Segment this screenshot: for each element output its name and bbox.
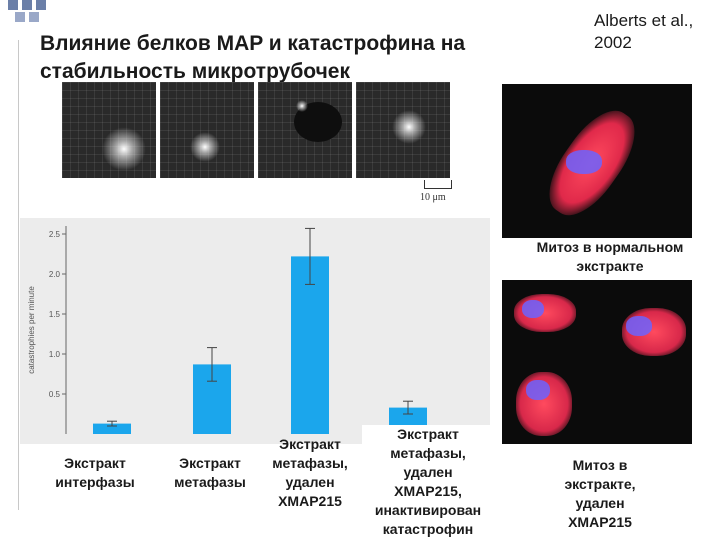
condition-label-4: Экстракт метафазы, удален XMAP215, инактив… [362, 425, 494, 539]
caption-normal-mitosis: Митоз в нормальном экстракте [510, 238, 710, 276]
y-tick-label: 2.5 [49, 230, 61, 239]
bar-3 [291, 256, 329, 434]
condition-label-3: Экстракт метафазы, удален XMAP215 [272, 436, 348, 509]
condition-label-2: Экстракт метафазы [174, 455, 246, 490]
citation: Alberts et al., 2002 [594, 11, 694, 52]
y-tick-label: 1.0 [49, 350, 61, 359]
slide-title: Влияние белков MAP и катастрофина на ста… [40, 30, 580, 86]
y-tick-label: 1.5 [49, 310, 61, 319]
bar-1 [93, 423, 131, 434]
photo-normal-mitosis [502, 84, 692, 238]
photo-depleted-mitosis [502, 280, 692, 444]
y-tick-label: 0.5 [49, 390, 61, 399]
slide-divider [18, 40, 19, 510]
chart-svg: 0.5 1.0 1.5 2.0 2.5 catastrophies per minute [27, 226, 427, 434]
micrograph-interphase [62, 82, 156, 178]
y-axis-label: catastrophies per minute [27, 286, 36, 374]
y-tick-label: 2.0 [49, 270, 61, 279]
micrograph-metaphase [160, 82, 254, 178]
caption-depleted-mitosis: Митоз в экстракте, удален XMAP215 [545, 456, 655, 532]
micrograph-depleted [258, 82, 352, 178]
scale-label: 10 μm [420, 192, 446, 203]
catastrophe-chart: 0.5 1.0 1.5 2.0 2.5 catastrophies per minute [20, 218, 490, 444]
scale-bar [424, 180, 452, 189]
slide-decoration [8, 0, 56, 24]
condition-label-1: Экстракт интерфазы [55, 455, 135, 490]
micrograph-catastrophin-inactivated [356, 82, 450, 178]
